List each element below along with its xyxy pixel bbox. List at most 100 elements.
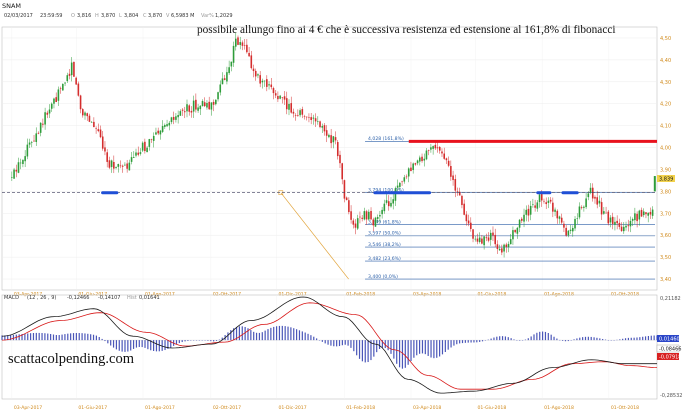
candle-body xyxy=(88,115,91,122)
open-label: O xyxy=(71,13,75,19)
macd-histogram-bar xyxy=(132,340,135,349)
var-label: Var% xyxy=(201,13,214,19)
candle-body xyxy=(50,103,53,109)
macd-histogram-bar xyxy=(421,340,424,354)
macd-histogram-bar xyxy=(464,340,466,343)
volume-value: 6,5983 M xyxy=(171,13,194,19)
macd-histogram-bar xyxy=(539,331,541,341)
candle-body xyxy=(186,104,188,112)
candle-body xyxy=(228,67,230,74)
candle-body xyxy=(392,199,395,204)
candle-body xyxy=(403,177,406,182)
macd-histogram-bar xyxy=(524,339,527,341)
macd-histogram-bar xyxy=(187,340,189,341)
candle-body xyxy=(243,45,246,46)
candle-body xyxy=(625,225,627,228)
macd-histogram-bar xyxy=(590,336,592,341)
high-value: 3,870 xyxy=(101,13,115,19)
candle-body xyxy=(246,44,248,53)
macd-histogram-bar xyxy=(244,326,246,341)
macd-histogram-bar xyxy=(404,340,406,368)
macd-histogram-bar xyxy=(416,340,418,356)
candle-body xyxy=(177,114,179,118)
macd-histogram-bar xyxy=(433,340,435,359)
macd-histogram-bar xyxy=(247,328,249,341)
macd-histogram-bar xyxy=(338,340,341,347)
macd-histogram-bar xyxy=(642,336,644,341)
macd-histogram-bar xyxy=(255,332,258,341)
macd-histogram-bar xyxy=(599,338,601,341)
candle-body xyxy=(183,111,186,113)
candle-body xyxy=(560,217,563,223)
candle-body xyxy=(297,115,299,116)
candle-body xyxy=(170,117,173,123)
macd-histogram-bar xyxy=(378,340,381,349)
annotation-text: possibile allungo fino ai 4 € che è succ… xyxy=(197,24,616,36)
price-x-tick-label: 01-Ago-2017 xyxy=(145,292,175,298)
candle-body xyxy=(512,230,514,240)
macd-histogram-bar xyxy=(358,340,361,359)
candle-body xyxy=(607,211,610,224)
candle-body xyxy=(425,150,428,160)
macd-histogram-bar xyxy=(253,331,255,341)
candle-body xyxy=(536,202,539,209)
candle-body xyxy=(587,193,590,198)
candle-body xyxy=(569,229,572,231)
candle-body xyxy=(368,211,370,220)
macd-histogram-bar xyxy=(582,337,584,341)
candle-body xyxy=(379,215,381,217)
macd-histogram-bar xyxy=(12,334,15,341)
candle-body xyxy=(239,42,242,45)
candle-body xyxy=(97,129,100,132)
candle-body xyxy=(124,164,126,166)
macd-lines xyxy=(1,296,658,394)
macd-x-tick-label: 03-Apr-2017 xyxy=(14,405,42,411)
candle-body xyxy=(465,214,468,222)
macd-histogram-bar xyxy=(233,328,235,341)
price-y-tick-label: 4,30 xyxy=(660,80,671,86)
macd-x-tick-label: 01-Ott-2018 xyxy=(611,405,639,411)
macd-histogram-bar xyxy=(273,326,275,341)
macd-histogram-bar xyxy=(241,326,243,341)
last-price-value: 3,839 xyxy=(659,177,673,183)
candle-body xyxy=(35,133,38,142)
candle-body xyxy=(206,102,208,108)
macd-histogram-bar xyxy=(304,332,306,341)
macd-histogram-bar xyxy=(496,336,498,341)
macd-histogram-bar xyxy=(70,333,72,341)
macd-histogram xyxy=(1,325,658,369)
macd-histogram-bar xyxy=(533,334,535,341)
macd-x-tick-label: 02-Ott-2017 xyxy=(213,405,241,411)
candle-body xyxy=(101,136,104,149)
candle-body xyxy=(350,211,352,220)
candle-body xyxy=(487,237,490,241)
macd-histogram-bar xyxy=(313,336,315,341)
macd-histogram-bar xyxy=(350,340,352,348)
candle-body xyxy=(199,105,202,110)
price-x-tick-label: 01-Giu-2017 xyxy=(78,292,107,298)
macd-histogram-bar xyxy=(624,338,627,341)
candle-body xyxy=(24,156,26,162)
macd-histogram-bar xyxy=(158,340,160,352)
macd-params: (12 , 26 , 9) xyxy=(27,295,56,301)
candle-body xyxy=(135,152,137,156)
macd-histogram-bar xyxy=(7,335,9,341)
candle-body xyxy=(317,121,319,122)
macd-histogram-bar xyxy=(584,336,587,341)
candle-body xyxy=(450,166,452,177)
candle-body xyxy=(454,179,457,191)
macd-histogram-bar xyxy=(473,340,475,343)
candle-body xyxy=(372,219,375,226)
price-panel-frame xyxy=(1,26,658,291)
candle-body xyxy=(445,158,448,161)
candle-body xyxy=(208,101,210,110)
candle-body xyxy=(59,88,62,90)
candle-body xyxy=(113,161,115,169)
price-x-tick-label: 01-Feb-2018 xyxy=(346,292,375,298)
candle-body xyxy=(292,111,295,114)
header-readout: SNAM 02/03/2017 23:59:59 O 3,816 H 3,870… xyxy=(2,2,233,19)
candle-body xyxy=(323,125,326,132)
macd-histogram-bar xyxy=(250,330,252,341)
candle-body xyxy=(423,158,426,161)
candle-body xyxy=(303,116,306,117)
